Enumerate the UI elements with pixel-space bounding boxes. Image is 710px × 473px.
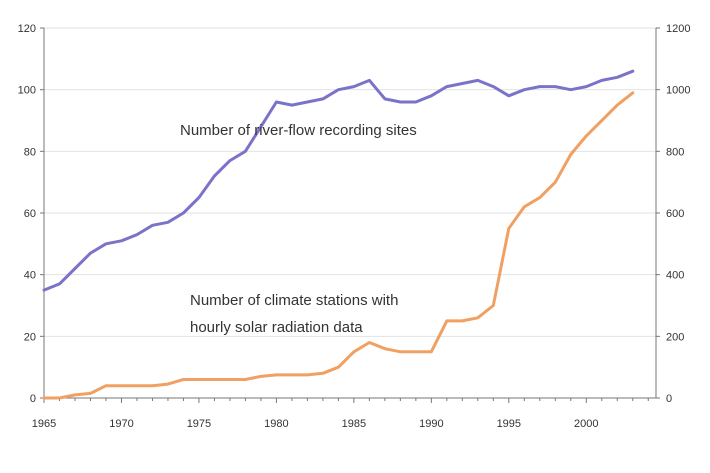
x-tick-label: 2000 (574, 418, 598, 430)
x-tick-label: 1995 (497, 418, 521, 430)
right-y-tick-label: 1000 (666, 85, 690, 97)
left-y-tick-label: 100 (18, 85, 36, 97)
left-y-tick-label: 0 (30, 393, 36, 405)
river-flow-sites-line (42, 69, 635, 292)
annotation-climate-line1: Number of climate stations with (190, 292, 398, 309)
tick-labels: 0204060801001200200400600800100012001965… (18, 23, 691, 430)
x-tick-label: 1975 (187, 418, 211, 430)
right-y-tick-label: 600 (666, 208, 684, 220)
x-tick-label: 1965 (32, 418, 56, 430)
right-y-tick-label: 200 (666, 331, 684, 343)
annotation-river-flow: Number of river-flow recording sites (180, 122, 417, 139)
x-tick-label: 1985 (342, 418, 366, 430)
x-tick-label: 1980 (264, 418, 288, 430)
series-lines (42, 69, 635, 400)
x-tick-label: 1970 (109, 418, 133, 430)
left-y-tick-label: 80 (24, 146, 36, 158)
gridlines (44, 27, 656, 337)
right-y-tick-label: 1200 (666, 23, 690, 35)
left-y-tick-label: 20 (24, 331, 36, 343)
right-y-tick-label: 800 (666, 146, 684, 158)
axes (40, 27, 660, 403)
left-y-tick-label: 40 (24, 270, 36, 282)
left-y-tick-label: 60 (24, 208, 36, 220)
x-tick-label: 1990 (419, 418, 443, 430)
annotation-climate-line2: hourly solar radiation data (190, 319, 363, 336)
right-y-tick-label: 400 (666, 270, 684, 282)
climate-stations-line (42, 91, 635, 400)
left-y-tick-label: 120 (18, 23, 36, 35)
right-y-tick-label: 0 (666, 393, 672, 405)
